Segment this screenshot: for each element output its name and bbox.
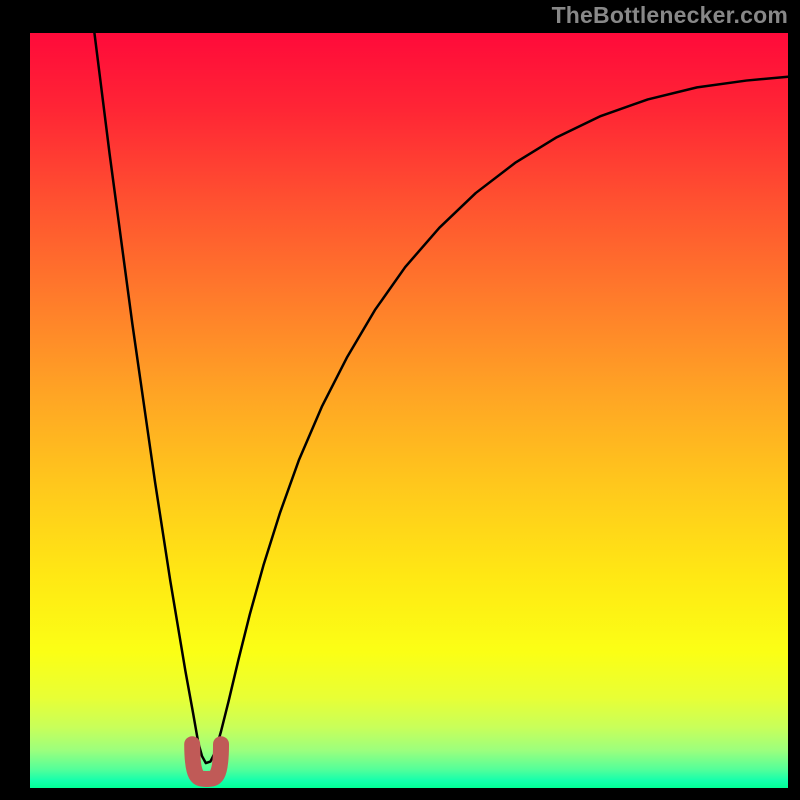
bottleneck-chart [0, 0, 800, 800]
watermark-text: TheBottlenecker.com [552, 2, 788, 29]
